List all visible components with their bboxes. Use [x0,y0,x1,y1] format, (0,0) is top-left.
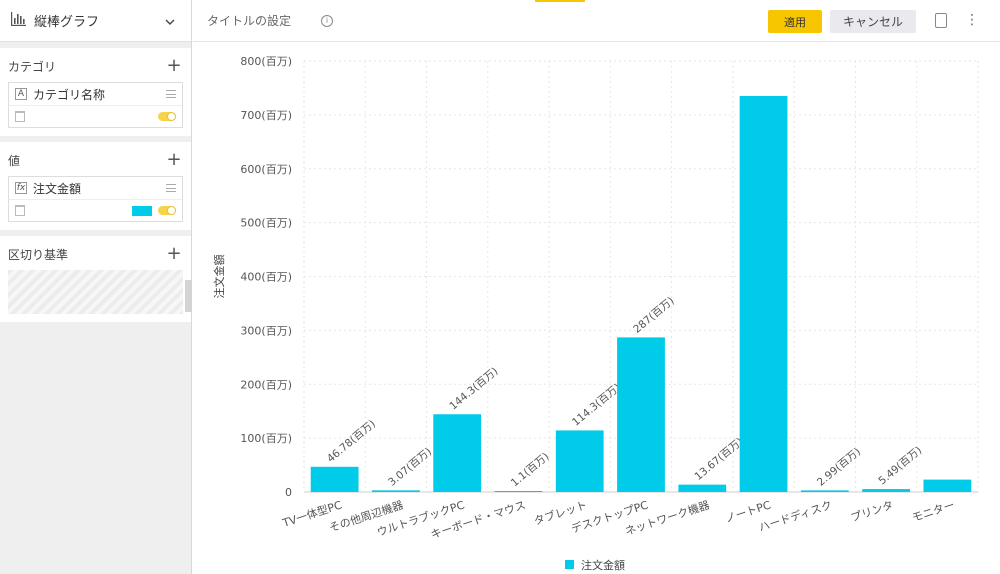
bar-chart-icon [10,12,26,29]
category-toggle[interactable] [158,112,176,121]
series-color-swatch[interactable] [132,205,152,216]
trash-icon[interactable] [15,205,25,216]
bar [678,484,727,492]
bar [494,491,543,492]
legend-label: 注文金額 [581,558,625,572]
data-label: 5.49(百万) [876,444,924,487]
value-toggle[interactable] [158,206,176,215]
data-label: 114.3(百万) [570,381,623,428]
y-tick-label: 200(百万) [240,378,292,391]
x-tick-label: プリンタ [849,498,895,524]
formula-type-icon: fx [15,182,27,194]
value-section: 値 + fx 注文金額 [0,142,191,230]
value-field-name[interactable]: 注文金額 [33,181,82,196]
chart-type-name: 縦棒グラフ [34,15,100,30]
split-section-label: 区切り基準 [8,247,69,262]
chart-type-selector[interactable]: 縦棒グラフ [0,0,191,42]
title-input[interactable]: タイトルの設定 [207,14,292,28]
data-label: 287(百万) [631,295,676,336]
bar [433,414,482,492]
category-field: A カテゴリ名称 [8,82,183,128]
cancel-button[interactable]: キャンセル [830,10,916,33]
panel-collapse-handle[interactable] [185,280,192,312]
y-tick-label: 700(百万) [240,109,292,122]
chart-area: 0 100(百万) 200(百万) 300(百万) 400(百万) 500(百万) 600(… [193,43,1000,574]
category-section-label: カテゴリ [8,59,57,74]
data-label: 46.78(百万) [325,418,378,465]
bar [555,430,604,492]
add-split-button[interactable]: + [166,243,182,264]
y-tick-label: 600(百万) [240,163,292,176]
chevron-down-icon[interactable] [159,14,181,28]
split-drop-zone[interactable] [8,270,183,314]
value-field: fx 注文金額 [8,176,183,222]
drag-handle-icon[interactable] [166,90,176,98]
y-tick-label: 500(百万) [240,217,292,230]
category-field-name[interactable]: カテゴリ名称 [33,87,106,102]
data-label: 13.67(百万) [692,436,745,483]
bar [310,466,359,492]
chart-toolbar: タイトルの設定 i 適用 キャンセル ⋮ [193,0,1000,42]
legend-swatch [565,560,574,569]
add-value-button[interactable]: + [166,149,182,170]
more-options-icon[interactable]: ⋮ [965,12,979,28]
y-axis-label: 注文金額 [212,255,226,299]
drag-handle-icon[interactable] [166,184,176,192]
chart-settings-panel: 縦棒グラフ カテゴリ + A カテゴリ名称 値 + [0,0,192,574]
split-section: 区切り基準 + [0,236,191,322]
bar [923,479,972,492]
bar-chart: 0 100(百万) 200(百万) 300(百万) 400(百万) 500(百万) 600(… [212,55,979,572]
category-section: カテゴリ + A カテゴリ名称 [0,48,191,136]
y-tick-label: 800(百万) [240,55,292,68]
text-type-icon: A [15,88,27,100]
document-icon[interactable] [935,13,947,28]
y-tick-label: 300(百万) [240,324,292,337]
bar [862,489,910,492]
value-section-label: 値 [8,153,21,168]
y-tick-label: 400(百万) [240,271,292,284]
trash-icon[interactable] [15,111,25,122]
x-tick-label: モニター [910,498,956,524]
bar [800,490,849,492]
bar [372,490,420,492]
data-label: 144.3(百万) [447,365,500,412]
bar [617,337,665,492]
add-category-button[interactable]: + [166,55,182,76]
y-tick-label: 100(百万) [240,432,292,445]
data-label: 1.1(百万) [509,451,552,490]
bar [739,96,788,493]
y-tick-label: 0 [285,486,292,499]
apply-button[interactable]: 適用 [768,10,822,33]
active-indicator [535,0,585,2]
info-icon[interactable]: i [321,14,334,27]
